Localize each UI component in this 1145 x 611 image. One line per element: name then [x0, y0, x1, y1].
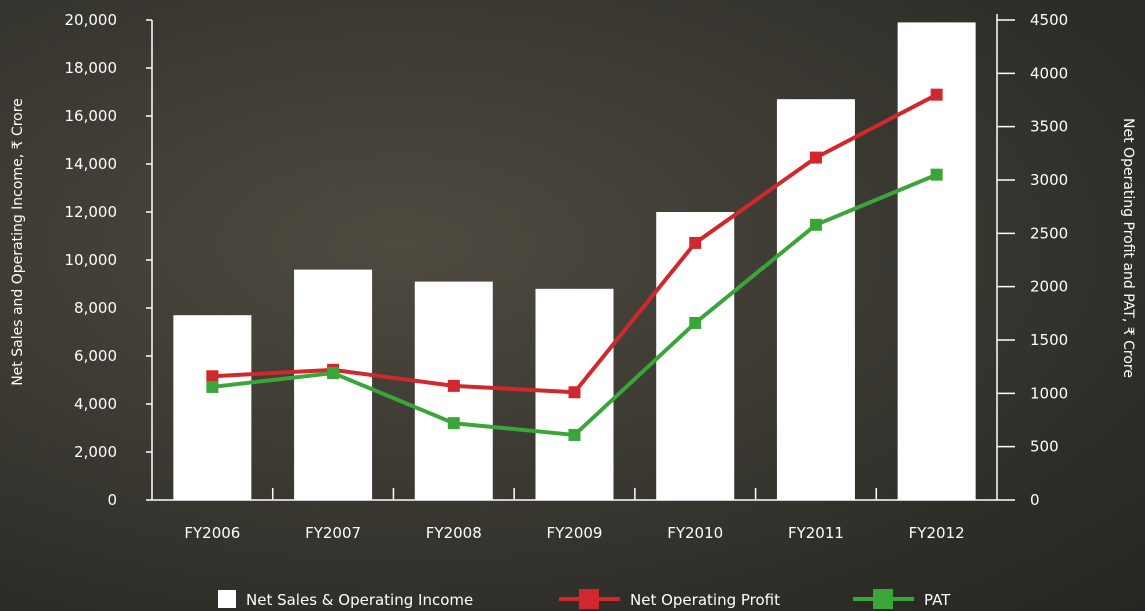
x-tick-label: FY2012: [909, 524, 965, 542]
bar: [656, 212, 735, 500]
data-point-marker: [689, 236, 702, 249]
y-left-tick-label: 8,000: [74, 299, 117, 317]
y-right-tick-label: 500: [1030, 438, 1059, 456]
data-point-marker: [809, 151, 822, 164]
data-point-marker: [447, 379, 460, 392]
y-right-tick-label: 3000: [1030, 171, 1068, 189]
x-tick-label: FY2008: [426, 524, 482, 542]
legend-marker-pat: [873, 589, 893, 609]
data-point-marker: [809, 218, 822, 231]
bar: [173, 315, 252, 500]
y-left-tick-label: 10,000: [65, 251, 118, 269]
y-left-tick-label: 0: [107, 491, 117, 509]
y-right-tick-label: 0: [1030, 491, 1040, 509]
legend-item-net-operating-profit: Net Operating Profit: [559, 589, 780, 609]
legend-label-pat: PAT: [924, 591, 951, 609]
y-axis-left-title: Net Sales and Operating Income, ₹ Crore: [10, 98, 26, 386]
legend: Net Sales & Operating Income Net Operati…: [218, 589, 951, 609]
bar: [776, 99, 855, 500]
y-left-tick-label: 12,000: [65, 203, 118, 221]
line-series: [206, 88, 943, 441]
x-tick-label: FY2006: [184, 524, 240, 542]
y-right-tick-label: 2000: [1030, 278, 1068, 296]
data-point-marker: [206, 370, 219, 383]
y-left-tick-label: 18,000: [65, 59, 118, 77]
y-left-tick-label: 2,000: [74, 443, 117, 461]
data-point-marker: [689, 316, 702, 329]
legend-marker-net-operating-profit: [579, 589, 599, 609]
y-left-tick-label: 14,000: [65, 155, 118, 173]
y-left-tick-label: 20,000: [65, 11, 118, 29]
y-right-tick-label: 1000: [1030, 384, 1068, 402]
x-tick-label: FY2007: [305, 524, 361, 542]
legend-label-net-operating-profit: Net Operating Profit: [630, 591, 780, 609]
data-point-marker: [568, 386, 581, 399]
data-point-marker: [930, 168, 943, 181]
legend-item-pat: PAT: [853, 589, 951, 609]
y-right-tick-label: 3500: [1030, 118, 1068, 136]
y-right-tick-label: 4500: [1030, 11, 1068, 29]
tick-labels: 0 2,000 4,000 6,000 8,000 10,000 12,000 14,000 1…: [65, 11, 1069, 542]
data-point-marker: [206, 380, 219, 393]
y-left-tick-label: 4,000: [74, 395, 117, 413]
bar: [897, 22, 976, 501]
y-right-tick-label: 4000: [1030, 64, 1068, 82]
x-tick-label: FY2010: [667, 524, 723, 542]
y-left-tick-label: 6,000: [74, 347, 117, 365]
legend-label-net-sales: Net Sales & Operating Income: [246, 591, 473, 609]
bar-series: [173, 22, 976, 501]
data-point-marker: [568, 428, 581, 441]
y-right-tick-label: 2500: [1030, 224, 1068, 242]
legend-swatch-bar: [218, 590, 236, 608]
data-point-marker: [447, 417, 460, 430]
data-point-marker: [930, 88, 943, 101]
y-right-tick-label: 1500: [1030, 331, 1068, 349]
x-tick-label: FY2009: [547, 524, 603, 542]
axes: [146, 14, 1015, 501]
y-axis-right-title: Net Operating Profit and PAT, ₹ Crore: [1120, 118, 1136, 378]
x-tick-label: FY2011: [788, 524, 844, 542]
legend-item-net-sales: Net Sales & Operating Income: [218, 590, 473, 609]
data-point-marker: [327, 367, 340, 380]
y-left-tick-label: 16,000: [65, 107, 118, 125]
